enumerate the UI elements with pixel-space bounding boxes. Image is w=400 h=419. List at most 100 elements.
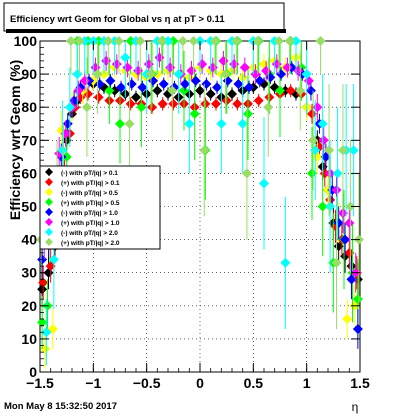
data-point xyxy=(115,118,125,129)
data-point xyxy=(237,118,248,129)
data-point xyxy=(37,317,48,328)
legend-marker xyxy=(45,188,53,196)
data-point xyxy=(38,277,49,288)
y-tick-label: 10 xyxy=(21,331,37,347)
data-point xyxy=(93,36,104,46)
data-point xyxy=(136,102,147,113)
legend-marker xyxy=(45,208,53,216)
data-point xyxy=(199,145,210,156)
data-point xyxy=(233,79,244,90)
data-point xyxy=(307,168,317,179)
data-point xyxy=(158,79,169,90)
data-point xyxy=(346,274,357,285)
legend-entry: (+) with pT/|q| > 0.5 xyxy=(45,198,120,207)
legend-entry: (-) with pT/|q| > 0.1 xyxy=(45,168,118,177)
legend-label: (+) with pT/|q| > 0.1 xyxy=(61,180,120,187)
data-point xyxy=(92,69,103,80)
data-point xyxy=(205,88,216,99)
data-point xyxy=(239,62,250,73)
data-point xyxy=(168,36,179,46)
data-point xyxy=(220,69,231,80)
x-axis-label: η xyxy=(352,400,359,414)
data-point xyxy=(243,108,253,119)
data-point xyxy=(103,36,114,46)
data-point xyxy=(61,151,72,162)
data-point xyxy=(325,201,336,212)
data-point xyxy=(113,36,124,46)
y-tick-label: 30 xyxy=(21,265,37,281)
legend-box xyxy=(39,165,161,250)
data-point xyxy=(156,36,167,46)
data-point xyxy=(337,145,348,156)
data-point xyxy=(307,108,317,119)
legend-label: (+) with pT/|q| > 0.5 xyxy=(61,200,120,207)
data-point xyxy=(167,85,178,96)
series-layer xyxy=(36,36,364,369)
data-point xyxy=(81,102,92,113)
data-point xyxy=(344,247,355,258)
legend-entry: (-) with pT/|q| > 1.0 xyxy=(45,208,118,217)
data-point xyxy=(211,98,221,109)
y-axis-label: Efficiency wrt Geom (%) xyxy=(7,60,23,220)
data-point xyxy=(344,218,355,229)
data-point xyxy=(125,98,136,109)
legend-marker xyxy=(45,218,53,226)
data-point xyxy=(163,36,173,46)
data-point xyxy=(137,82,148,93)
x-tick-label: 0.5 xyxy=(244,375,264,391)
y-tick-label: 80 xyxy=(21,99,37,115)
data-point xyxy=(317,118,328,129)
data-point xyxy=(64,102,75,113)
data-point xyxy=(74,36,85,46)
legend-entry: (+) with pT/|q| > 2.0 xyxy=(45,238,120,247)
data-point xyxy=(48,254,59,265)
data-point xyxy=(259,178,269,189)
data-point xyxy=(93,92,104,103)
y-tick-label: 70 xyxy=(21,132,37,148)
data-point xyxy=(157,98,168,109)
data-point xyxy=(231,36,242,46)
legend-entry: (+) with pT/|q| > 1.0 xyxy=(45,218,120,227)
legend-marker xyxy=(45,198,53,206)
data-point xyxy=(57,145,68,156)
data-point xyxy=(273,36,284,46)
y-tick-label: 0 xyxy=(29,364,37,380)
data-point xyxy=(184,118,195,129)
data-point xyxy=(120,52,131,63)
legend-marker xyxy=(45,228,53,236)
legend-label: (-) with pT/|q| > 0.5 xyxy=(61,190,118,197)
data-point xyxy=(212,82,223,93)
data-point xyxy=(125,36,136,46)
data-point xyxy=(284,36,295,46)
legend-label: (+) with pT/|q| > 2.0 xyxy=(61,240,120,247)
data-point xyxy=(168,98,179,109)
data-point xyxy=(352,323,363,334)
data-point xyxy=(73,85,84,96)
data-point xyxy=(285,85,296,96)
data-point xyxy=(308,135,319,146)
data-point xyxy=(179,85,189,96)
data-point xyxy=(209,36,220,46)
data-point xyxy=(301,69,312,80)
data-point xyxy=(342,314,353,325)
legend-marker xyxy=(45,238,53,246)
data-point xyxy=(135,36,146,46)
data-point xyxy=(124,118,135,129)
y-tick-label: 90 xyxy=(21,66,37,82)
data-point xyxy=(331,184,342,195)
data-point xyxy=(116,82,127,93)
data-point xyxy=(324,145,335,156)
legend: (-) with pT/|q| > 0.1 (+) with pT/|q| > 0… xyxy=(39,165,161,250)
data-point xyxy=(145,69,156,80)
data-point xyxy=(40,343,51,354)
data-point xyxy=(232,98,243,109)
timestamp: Mon May 8 15:32:50 2017 xyxy=(4,401,117,412)
legend-label: (-) with pT/|q| > 1.0 xyxy=(61,210,118,217)
legend-entry: (-) with pT/|q| > 2.0 xyxy=(45,228,118,237)
data-point xyxy=(332,168,343,179)
data-point xyxy=(189,108,200,119)
legend-entry: (-) with pT/|q| > 0.5 xyxy=(45,188,118,197)
data-point xyxy=(263,102,274,113)
data-point xyxy=(177,36,188,46)
